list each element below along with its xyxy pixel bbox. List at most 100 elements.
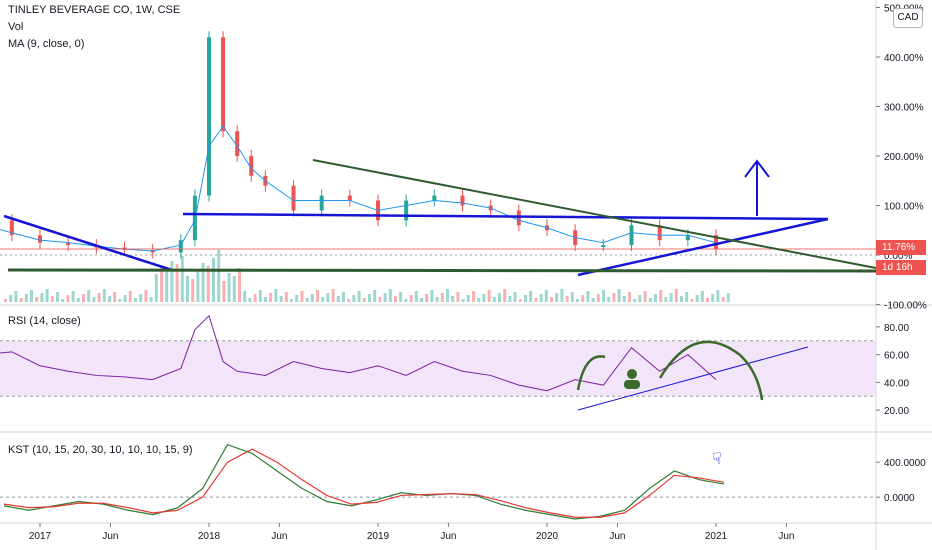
volume-bar	[544, 290, 548, 302]
volume-bar	[326, 293, 330, 302]
falling-resistance-line	[312, 159, 877, 269]
price-axis-label: 100.00%	[884, 202, 924, 213]
volume-bar	[284, 292, 288, 302]
volume-bar	[300, 291, 304, 302]
volume-bar	[238, 268, 241, 302]
down-trendline	[3, 214, 173, 272]
volume-bar	[336, 296, 340, 302]
volume-bar	[487, 290, 491, 302]
candle-body	[460, 195, 465, 206]
volume-bar	[305, 298, 309, 302]
volume-bar	[66, 295, 70, 302]
volume-bar	[565, 296, 569, 302]
kst-axis-label: 400.0000	[884, 458, 926, 469]
volume-bar	[160, 266, 163, 302]
volume-bar	[383, 293, 387, 302]
volume-bar	[290, 299, 293, 302]
volume-bar	[149, 297, 153, 302]
volume-bar	[612, 293, 616, 302]
volume-bar	[4, 299, 7, 302]
kst-signal-line	[3, 448, 725, 518]
currency-button[interactable]: CAD	[893, 8, 923, 28]
volume-bar	[446, 289, 449, 302]
volume-bar	[524, 295, 527, 302]
rsi-axis-label: 60.00	[884, 351, 909, 362]
volume-bar	[685, 292, 689, 302]
volume-bar	[726, 293, 730, 302]
volume-bar	[477, 298, 481, 302]
volume-bar	[352, 295, 356, 302]
volume-bar	[435, 297, 439, 302]
volume-bar	[186, 276, 189, 302]
volume-bar	[248, 298, 252, 302]
volume-bar	[654, 294, 657, 302]
volume-bar	[508, 296, 512, 302]
volume-bar	[596, 294, 600, 302]
rsi-legend: RSI (14, close)	[8, 315, 81, 327]
volume-bar	[316, 290, 319, 302]
time-axis-label: Jun	[102, 531, 118, 542]
volume-bar	[50, 296, 54, 302]
volume-bar	[414, 291, 418, 302]
user-icon	[624, 380, 640, 389]
price-axis-label: 400.00%	[884, 53, 924, 64]
volume-bar	[581, 295, 585, 302]
rsi-line	[0, 314, 717, 392]
candle-body	[657, 225, 662, 241]
candle-body	[66, 242, 71, 246]
price-axis-label: 200.00%	[884, 152, 924, 163]
rising-support-line	[577, 217, 829, 277]
volume-bar	[534, 298, 538, 302]
volume-bar	[628, 292, 631, 302]
candle-body	[178, 240, 183, 253]
volume-bar	[76, 298, 80, 302]
volume-bar	[253, 294, 257, 302]
ma-legend: MA (9, close, 0)	[8, 38, 85, 50]
candle-body	[432, 195, 437, 201]
price-axis-label: 0.00%	[884, 251, 912, 262]
volume-bar	[134, 298, 137, 302]
candle-series	[9, 31, 718, 259]
volume-bar	[274, 289, 278, 302]
volume-bar	[680, 296, 683, 302]
volume-bar	[222, 281, 226, 302]
time-axis-label: Jun	[609, 531, 625, 542]
candle-body	[38, 235, 42, 243]
volume-bar	[617, 289, 621, 302]
volume-bar	[180, 256, 184, 302]
volume-bar	[700, 291, 704, 302]
volume-bar	[373, 290, 377, 302]
rsi-band	[0, 340, 876, 397]
volume-bar	[123, 295, 127, 302]
rsi-curve-arrow-2	[658, 340, 764, 401]
volume-bar	[482, 294, 486, 302]
volume-bar	[529, 291, 533, 302]
volume-bar	[144, 290, 148, 302]
volume-bar	[555, 293, 559, 302]
volume-legend: Vol	[8, 21, 24, 33]
volume-bar	[451, 296, 455, 302]
volume-bar	[570, 292, 574, 302]
volume-bar	[518, 299, 522, 302]
volume-bar	[503, 289, 507, 302]
bar-countdown-tag: 1d 16h	[876, 260, 926, 275]
volume-bar	[638, 295, 642, 302]
volume-bar	[295, 295, 299, 302]
volume-bar	[368, 294, 371, 302]
volume-bar	[217, 250, 221, 302]
volume-bar	[586, 291, 590, 302]
volume-bar	[695, 295, 699, 302]
volume-bar	[108, 296, 111, 302]
candle-body	[601, 245, 606, 248]
volume-bar	[279, 296, 283, 302]
volume-bar	[24, 294, 28, 302]
volume-bar	[664, 297, 668, 302]
volume-bar	[170, 261, 174, 302]
volume-bar	[227, 273, 231, 302]
volume-bar	[440, 293, 444, 302]
volume-bar	[196, 271, 200, 302]
resistance-line	[182, 212, 829, 221]
volume-bar	[602, 290, 605, 302]
volume-bar	[92, 297, 96, 302]
